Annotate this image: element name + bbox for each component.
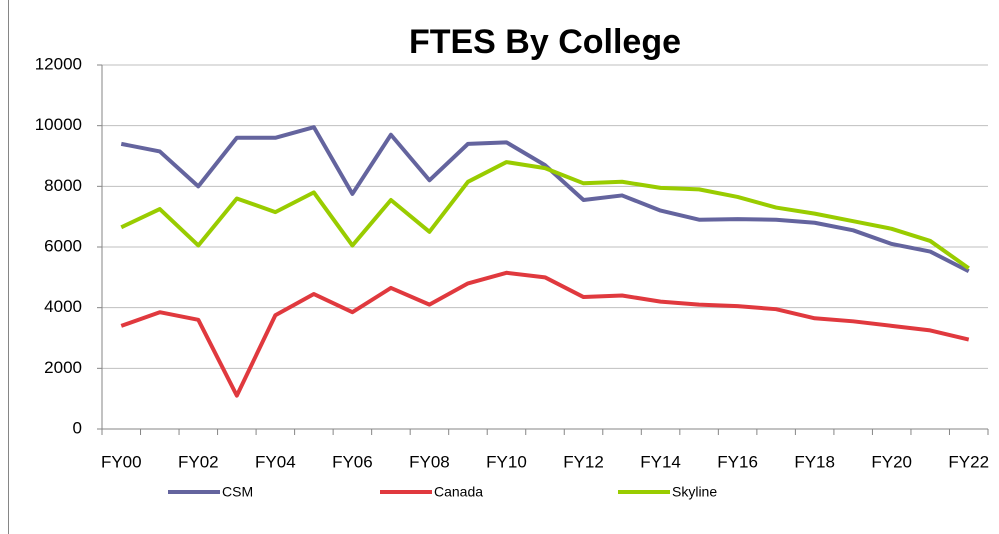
x-tick-label: FY10 <box>486 452 527 471</box>
y-tick-label: 2000 <box>44 358 82 377</box>
y-tick-label: 0 <box>73 418 82 437</box>
x-tick-label: FY20 <box>871 452 912 471</box>
y-tick-label: 6000 <box>44 236 82 255</box>
x-tick-label: FY02 <box>178 452 219 471</box>
y-tick-label: 12000 <box>35 54 82 73</box>
x-tick-label: FY12 <box>563 452 604 471</box>
x-tick-label: FY04 <box>255 452 296 471</box>
series-line <box>120 270 970 398</box>
legend-label: CSM <box>222 484 253 500</box>
x-tick-label: FY14 <box>640 452 681 471</box>
x-tick-label: FY00 <box>101 452 142 471</box>
y-tick-label: 4000 <box>44 297 82 316</box>
series-line <box>120 160 970 270</box>
legend-label: Canada <box>434 484 483 500</box>
x-tick-label: FY18 <box>794 452 835 471</box>
x-tick-label: FY22 <box>948 452 989 471</box>
x-tick-label: FY16 <box>717 452 758 471</box>
x-tick-label: FY08 <box>409 452 450 471</box>
y-tick-label: 10000 <box>35 115 82 134</box>
chart-title: FTES By College <box>409 23 681 61</box>
series-line <box>120 125 970 274</box>
x-tick-label: FY06 <box>332 452 373 471</box>
y-tick-label: 8000 <box>44 176 82 195</box>
legend-label: Skyline <box>672 484 717 500</box>
